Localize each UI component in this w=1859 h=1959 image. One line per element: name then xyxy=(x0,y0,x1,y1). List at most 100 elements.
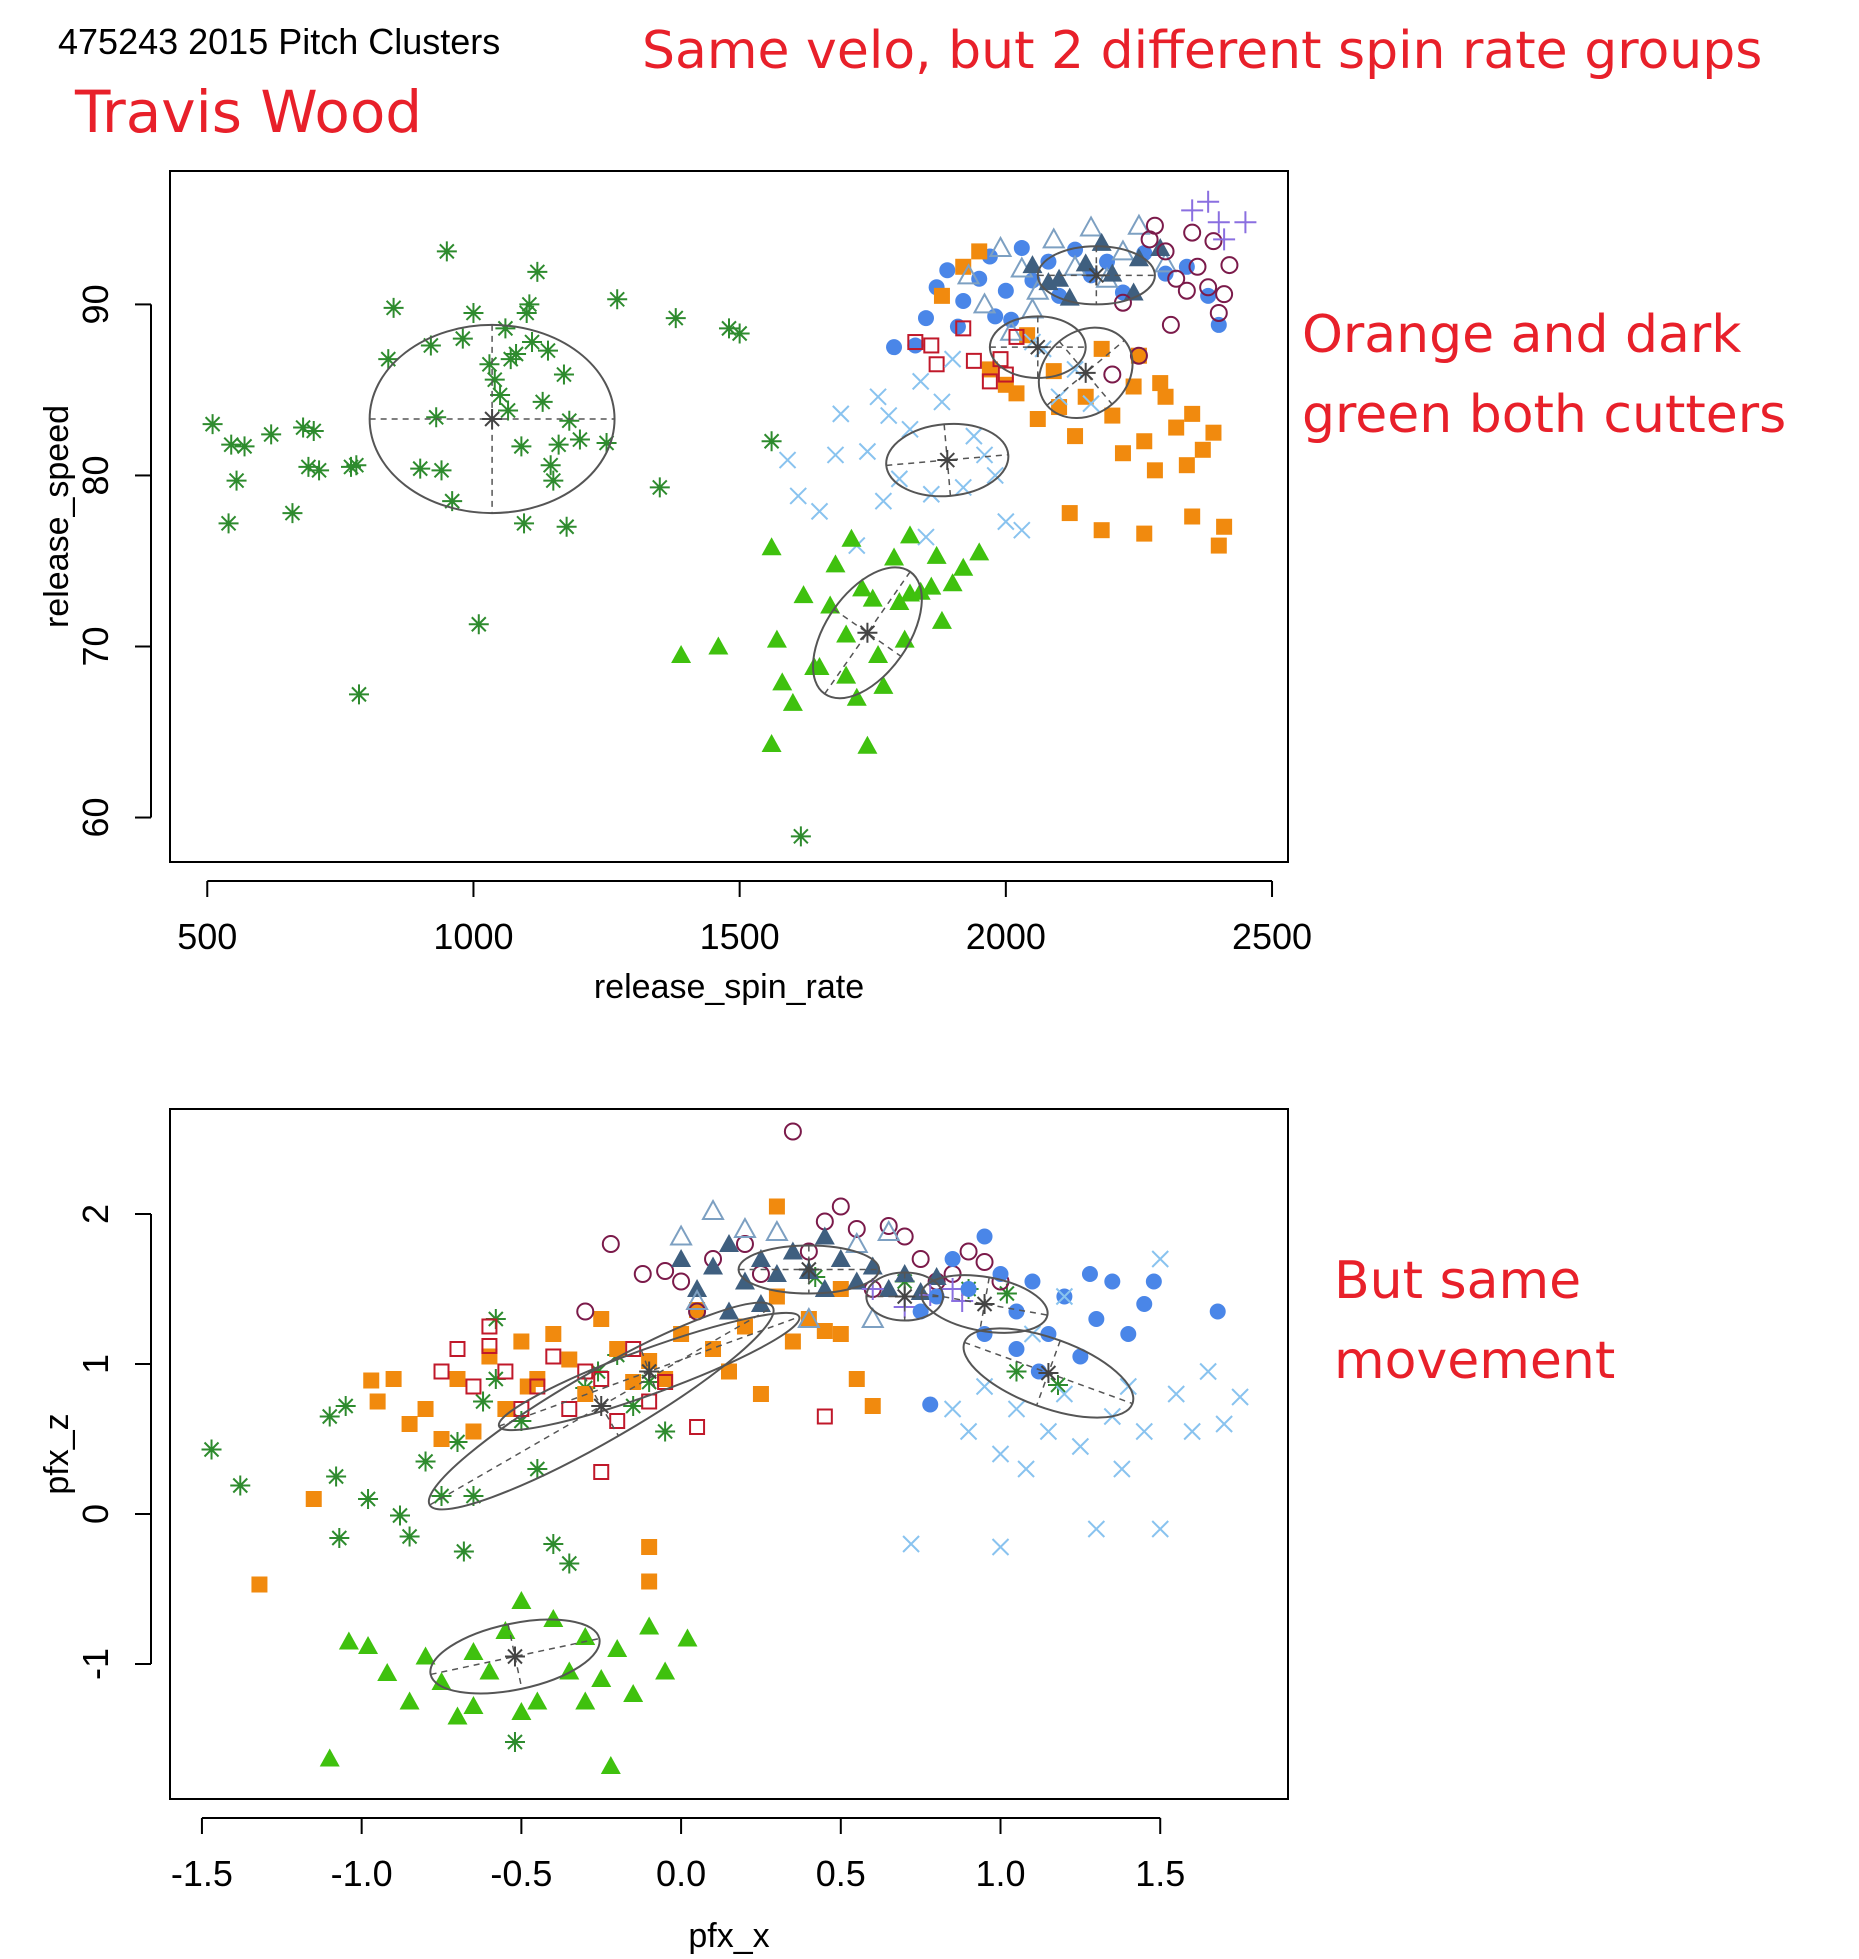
data-point xyxy=(319,1748,340,1767)
data-point xyxy=(1205,424,1222,441)
data-point xyxy=(911,372,930,391)
data-point xyxy=(1039,1422,1058,1441)
data-point xyxy=(836,665,857,684)
data-point xyxy=(1013,521,1031,539)
data-point xyxy=(1071,1437,1090,1456)
data-point xyxy=(431,460,452,481)
data-point xyxy=(1146,462,1163,479)
data-point xyxy=(868,645,889,664)
data-point xyxy=(601,1235,620,1253)
x-tick-label: 0.0 xyxy=(656,1853,706,1894)
series-0 xyxy=(201,1267,1069,1752)
data-point xyxy=(481,1318,498,1335)
data-point xyxy=(1125,378,1142,395)
x-tick-label: 1.5 xyxy=(1135,1853,1185,1894)
data-point xyxy=(846,687,867,706)
x-tick-label: 2500 xyxy=(1232,916,1312,957)
cluster-center xyxy=(639,1361,660,1382)
cluster-center xyxy=(1086,265,1107,286)
data-point xyxy=(955,292,972,309)
data-point xyxy=(778,451,797,469)
data-point xyxy=(490,385,511,406)
data-point xyxy=(358,1636,379,1654)
data-point xyxy=(1136,433,1153,450)
data-point xyxy=(1204,232,1223,251)
data-point xyxy=(1049,268,1070,287)
y-axis-label: pfx_z xyxy=(38,1413,76,1494)
data-point xyxy=(960,1281,977,1297)
data-point xyxy=(1093,522,1110,539)
annotation-movement-line2: movement xyxy=(1334,1331,1615,1391)
data-point xyxy=(415,1451,436,1472)
data-point xyxy=(561,1401,578,1417)
data-point xyxy=(575,1627,596,1645)
series-2 xyxy=(433,1318,833,1480)
data-point xyxy=(1168,419,1185,436)
data-point xyxy=(593,1311,610,1327)
ellipse-minor-axis xyxy=(1058,340,1113,405)
data-point xyxy=(1152,375,1169,392)
data-point xyxy=(941,1278,964,1300)
data-point xyxy=(639,1372,660,1392)
data-point xyxy=(943,1400,962,1418)
data-point xyxy=(784,1333,801,1350)
data-point xyxy=(772,672,793,691)
data-point xyxy=(389,1505,410,1526)
data-point xyxy=(545,1326,562,1342)
plot-title: 475243 2015 Pitch Clusters xyxy=(58,21,500,62)
data-point xyxy=(1197,190,1220,213)
data-point xyxy=(527,1691,548,1710)
data-point xyxy=(956,263,981,285)
data-point xyxy=(1181,199,1204,222)
data-point xyxy=(922,485,941,503)
data-point xyxy=(1215,285,1234,304)
data-point xyxy=(665,308,686,329)
data-point xyxy=(766,1264,787,1282)
data-point xyxy=(735,1235,754,1253)
data-point xyxy=(261,424,282,445)
data-point xyxy=(383,297,404,318)
data-point xyxy=(1140,230,1159,249)
data-point xyxy=(329,1528,350,1548)
data-point xyxy=(810,502,829,521)
cluster-center xyxy=(591,1396,612,1416)
data-point xyxy=(942,573,963,592)
data-point xyxy=(513,1333,530,1350)
data-point xyxy=(463,1642,484,1660)
data-point xyxy=(996,1283,1017,1304)
x-tick-label: 1500 xyxy=(700,916,780,957)
data-point xyxy=(1213,228,1236,251)
data-point xyxy=(986,466,1004,485)
data-point xyxy=(415,1646,436,1665)
data-point xyxy=(1017,1460,1035,1478)
x-axis-label: pfx_x xyxy=(688,1917,769,1955)
x-tick-label: 500 xyxy=(177,916,237,957)
cluster-center xyxy=(482,409,503,430)
data-point xyxy=(782,1241,803,1260)
data-point xyxy=(449,1341,466,1357)
data-point xyxy=(766,629,787,648)
data-point xyxy=(348,684,369,705)
data-point xyxy=(917,310,934,327)
data-point xyxy=(886,339,903,356)
plot-frame xyxy=(169,170,1289,863)
data-point xyxy=(545,1348,562,1365)
data-point xyxy=(1102,263,1123,282)
data-point xyxy=(576,1302,595,1321)
annotation-cutters-line1: Orange and dark xyxy=(1302,305,1741,365)
data-point xyxy=(1087,1520,1106,1538)
data-point xyxy=(1153,251,1178,273)
data-point xyxy=(511,436,532,457)
data-point xyxy=(969,542,990,561)
data-point xyxy=(976,1228,993,1245)
series-0 xyxy=(202,241,811,847)
data-point xyxy=(1194,441,1211,458)
data-point xyxy=(793,585,814,604)
data-point xyxy=(1007,1400,1026,1418)
data-point xyxy=(921,576,942,595)
data-point xyxy=(761,431,782,452)
data-point xyxy=(532,391,553,412)
series-7 xyxy=(1181,190,1257,251)
data-point xyxy=(933,287,950,304)
data-point xyxy=(1150,237,1171,256)
